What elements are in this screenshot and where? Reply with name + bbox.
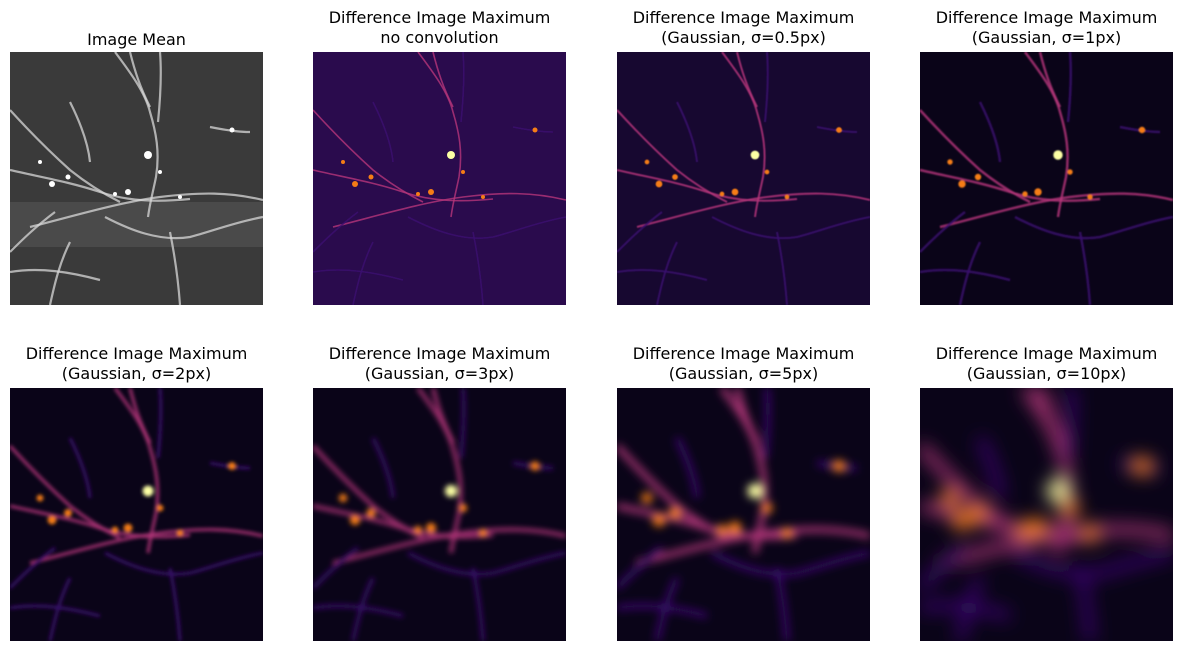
panel-title-line2: (Gaussian, σ=10px) [966,364,1127,383]
panel-title-line1: Difference Image Maximum [25,344,248,363]
panel-title: Difference Image Maximum no convolution [273,8,606,48]
panel-title: Difference Image Maximum (Gaussian, σ=2p… [0,344,303,384]
microscopy-image [313,388,566,641]
panel-title: Difference Image Maximum (Gaussian, σ=0.… [577,8,910,48]
microscopy-image [920,52,1173,305]
microscopy-image [920,388,1173,641]
microscopy-image [617,52,870,305]
panel-title: Image Mean [0,30,303,50]
panel-title-line2: no convolution [380,28,499,47]
microscopy-image [10,52,263,305]
panel-title-line2: (Gaussian, σ=0.5px) [661,28,826,47]
panel-title: Difference Image Maximum (Gaussian, σ=3p… [273,344,606,384]
panel-title-line1: Difference Image Maximum [632,344,855,363]
panel-title-line1: Image Mean [87,30,186,49]
panel-title-line1: Difference Image Maximum [935,8,1158,27]
panel-title-line1: Difference Image Maximum [935,344,1158,363]
panel-title: Difference Image Maximum (Gaussian, σ=1p… [880,8,1182,48]
panel-title-line1: Difference Image Maximum [328,8,551,27]
panel-title: Difference Image Maximum (Gaussian, σ=10… [880,344,1182,384]
microscopy-image [617,388,870,641]
panel-title-line2: (Gaussian, σ=3px) [364,364,515,383]
microscopy-image [313,52,566,305]
panel-title-line2: (Gaussian, σ=5px) [668,364,819,383]
panel-title-line1: Difference Image Maximum [632,8,855,27]
panel-title: Difference Image Maximum (Gaussian, σ=5p… [577,344,910,384]
panel-title-line1: Difference Image Maximum [328,344,551,363]
panel-title-line2: (Gaussian, σ=2px) [61,364,212,383]
microscopy-image [10,388,263,641]
panel-title-line2: (Gaussian, σ=1px) [971,28,1122,47]
